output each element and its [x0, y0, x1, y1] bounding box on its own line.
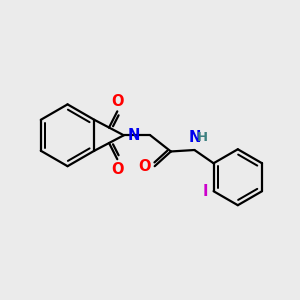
Text: I: I [203, 184, 208, 199]
Text: N: N [127, 128, 140, 143]
Text: O: O [112, 162, 124, 177]
Text: O: O [112, 94, 124, 109]
Text: N: N [188, 130, 201, 145]
Text: H: H [197, 130, 208, 143]
Text: O: O [139, 159, 151, 174]
